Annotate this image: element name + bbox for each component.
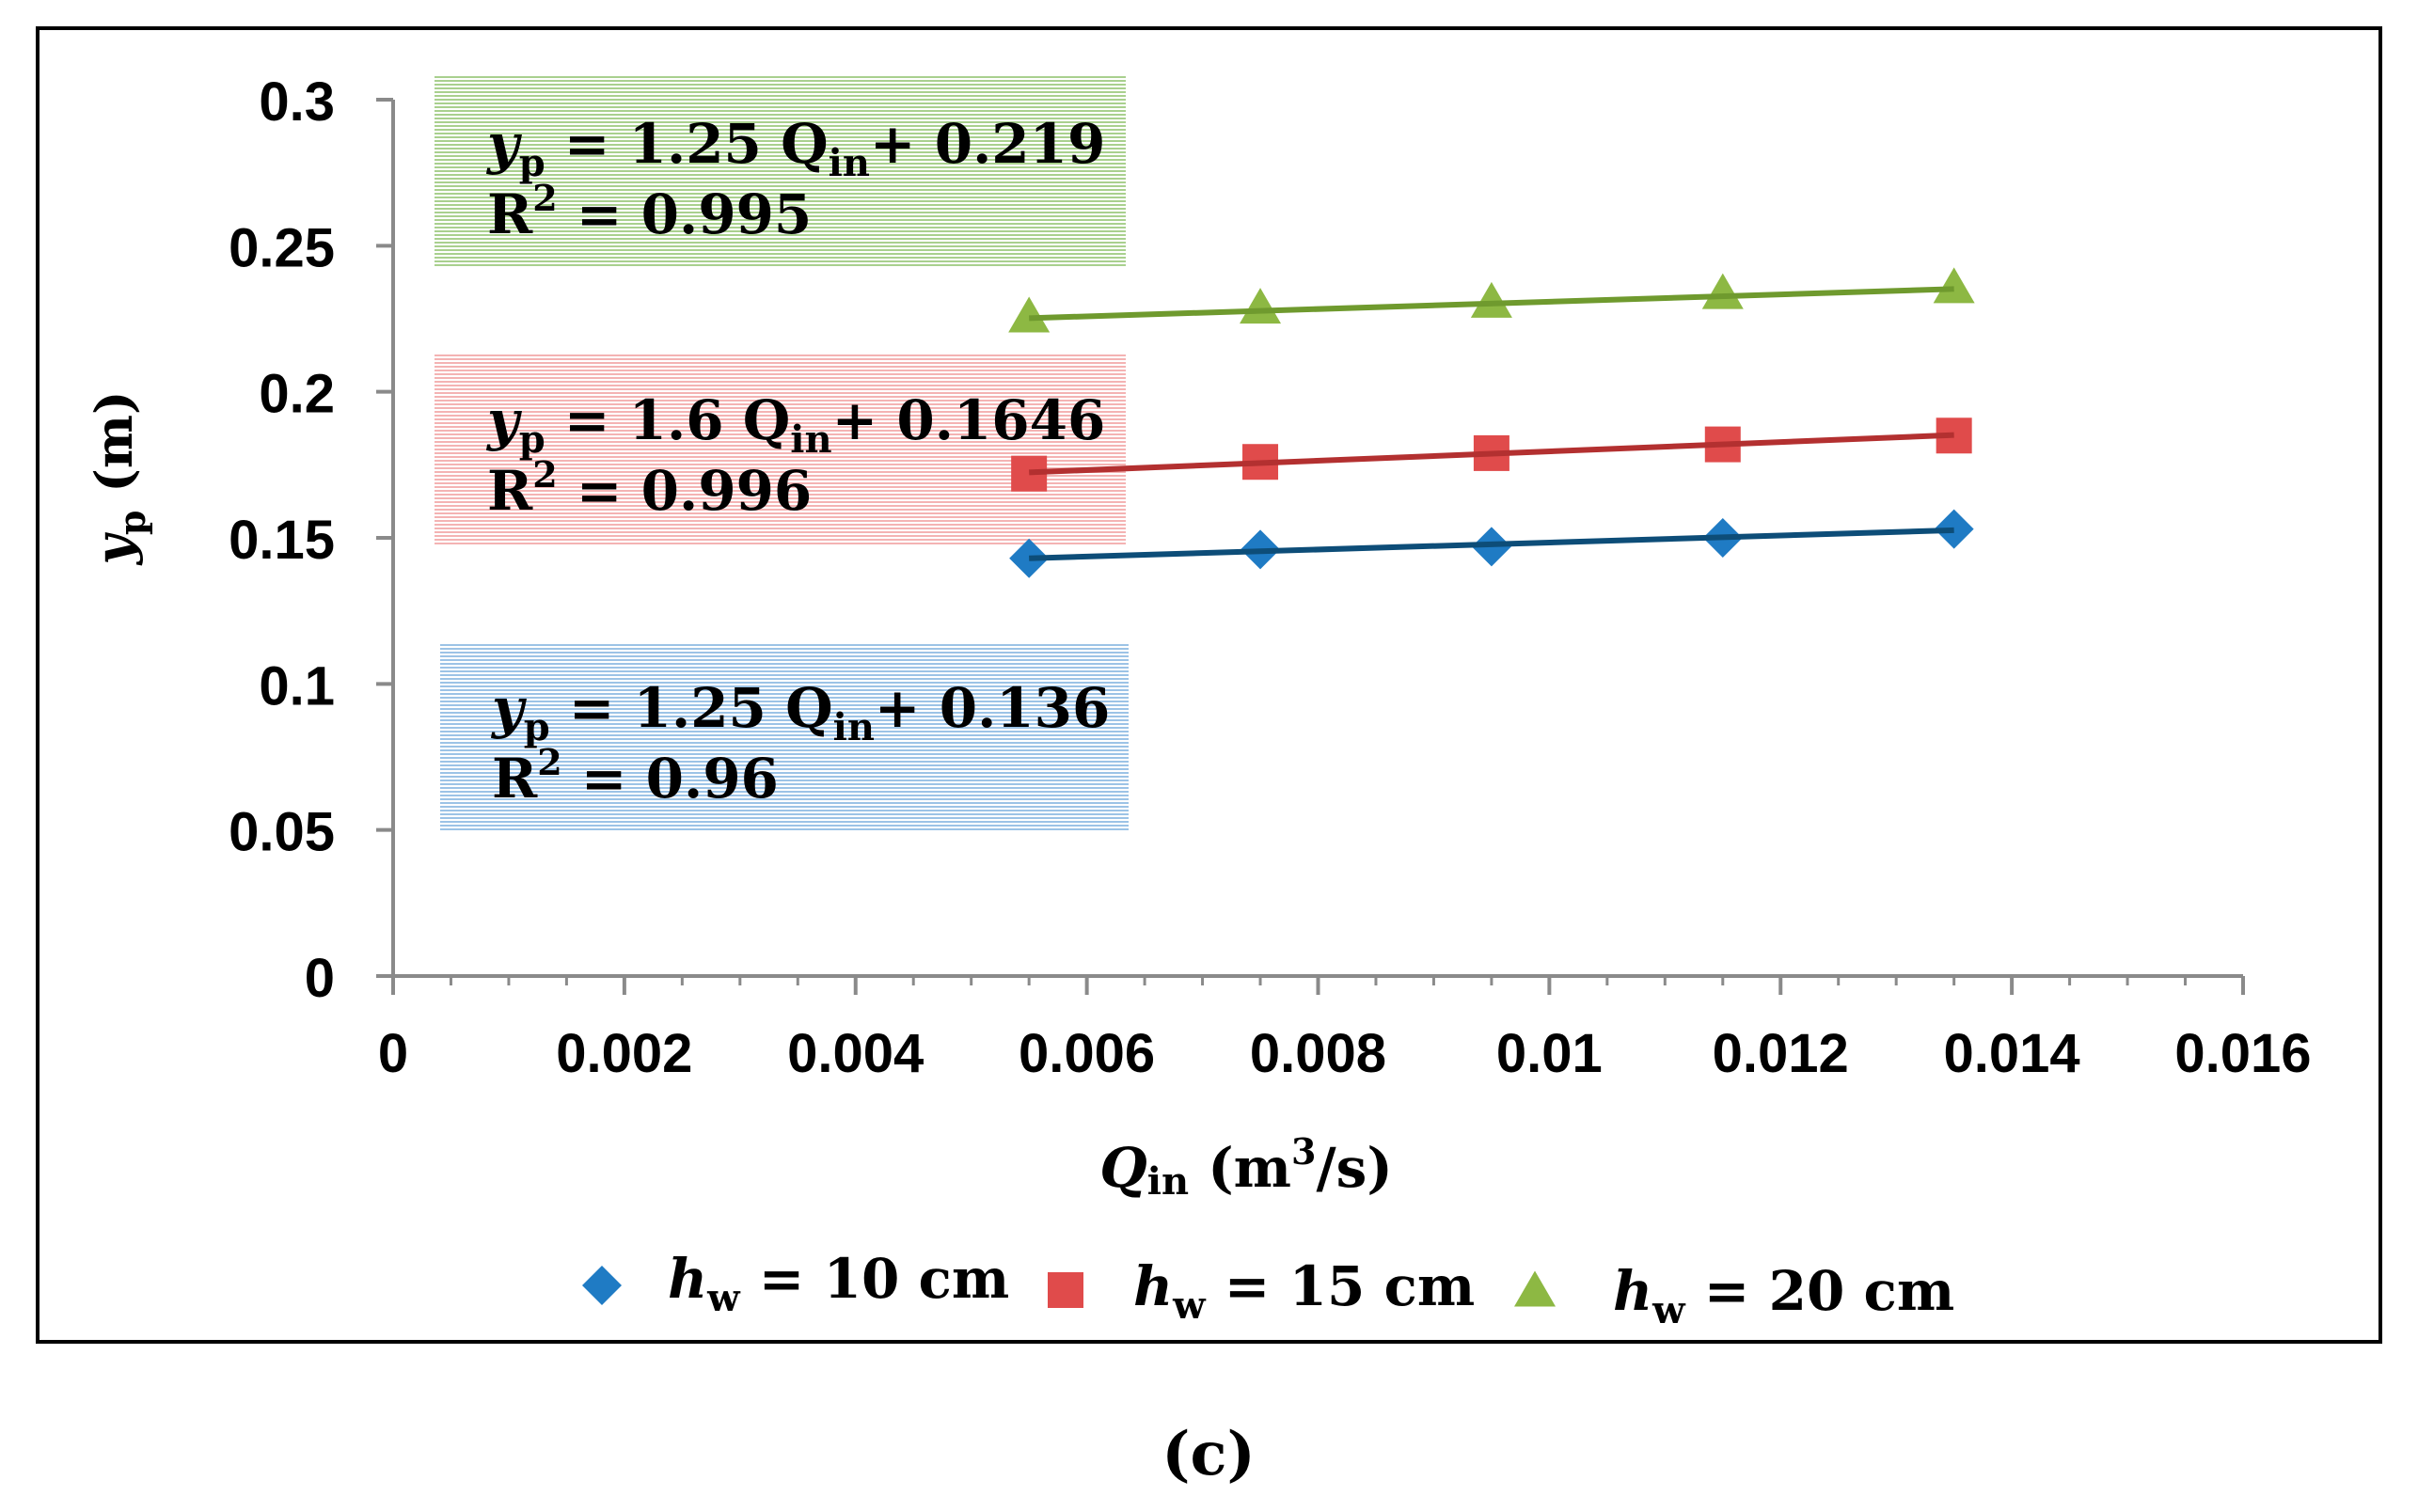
x-axis-label-main: Q: [1099, 1136, 1147, 1200]
equation-box-hw15: [435, 353, 1126, 545]
x-tick-label: 0.012: [1713, 1023, 1849, 1084]
eq-hw15-qsub: in: [790, 417, 831, 462]
x-tick-label: 0.004: [787, 1023, 924, 1084]
y-tick-label: 0.05: [229, 802, 335, 863]
y-axis-label: yp (m): [84, 390, 153, 565]
equation-hw10: yp = 1.25 Qin+ 0.136 R2 = 0.96: [490, 676, 1110, 811]
eq-hw10-rsup: 2: [537, 741, 561, 783]
svg-text:yp = 1.25 Qin+ 0.136: yp = 1.25 Qin+ 0.136: [490, 676, 1110, 749]
x-tick-label: 0.002: [556, 1023, 692, 1084]
chart-frame: [36, 26, 2382, 1344]
eq-hw20-r: R: [487, 182, 533, 246]
y-tick-label: 0.25: [229, 217, 335, 278]
series-triangle: [1008, 267, 1975, 333]
axes: 0 0.05 0.1 0.15 0.2 0.25 0.3 0 0.002 0.004 0.006 0.…: [229, 71, 2311, 1084]
y-tick-label: 0.3: [259, 71, 335, 133]
plot-area: [1008, 267, 1975, 578]
y-axis-label-unit: (m): [84, 390, 144, 510]
eq-hw20-qsub: in: [829, 141, 870, 185]
y-tick-label: 0.2: [259, 364, 335, 425]
legend-hw15-rest: = 15 cm: [1206, 1254, 1476, 1318]
svg-text:R2 = 0.96: R2 = 0.96: [492, 741, 779, 811]
x-tick-label: 0.016: [2174, 1023, 2311, 1084]
data-point-diamond: [1934, 509, 1974, 549]
eq-hw15-rrest: = 0.996: [558, 459, 813, 523]
x-axis-label-sup: 3: [1291, 1130, 1316, 1173]
data-point-triangle: [1240, 288, 1282, 324]
eq-hw15-mid: = 1.6 Q: [545, 388, 791, 452]
eq-hw10-ysub: p: [524, 705, 550, 749]
eq-hw10-rrest: = 0.96: [562, 747, 779, 811]
x-axis-label-sub: in: [1147, 1159, 1189, 1204]
eq-hw20-ysub: p: [519, 141, 545, 185]
eq-hw10-y: y: [490, 676, 528, 740]
svg-text:yp = 1.6 Qin+ 0.1646: yp = 1.6 Qin+ 0.1646: [485, 388, 1105, 462]
x-tick-label: 0.008: [1250, 1023, 1386, 1084]
data-point-triangle: [1470, 281, 1512, 318]
y-tick-label: 0.15: [229, 510, 335, 571]
legend-hw15-sub: w: [1172, 1284, 1207, 1328]
legend-label-hw15: hw = 15 cm: [1133, 1254, 1475, 1328]
trend-line: [1029, 527, 1954, 561]
svg-text:R2 = 0.996: R2 = 0.996: [487, 453, 812, 523]
x-axis-label-close: /s): [1317, 1136, 1393, 1200]
y-axis-label-main: y: [84, 532, 144, 566]
legend-hw10-main: h: [668, 1247, 707, 1311]
data-point-triangle: [1933, 267, 1975, 304]
legend-label-hw10: hw = 10 cm: [668, 1247, 1009, 1320]
panel-label: (c): [1162, 1419, 1256, 1489]
legend-hw20-rest: = 20 cm: [1685, 1259, 1955, 1323]
legend-hw20-sub: w: [1652, 1288, 1686, 1332]
legend-hw15-main: h: [1133, 1254, 1173, 1318]
legend-marker-triangle: [1514, 1270, 1556, 1307]
eq-hw10-end: + 0.136: [875, 676, 1110, 740]
legend-marker-diamond: [582, 1266, 622, 1305]
eq-hw15-rsup: 2: [532, 453, 557, 496]
svg-text:R2 = 0.995: R2 = 0.995: [487, 177, 812, 246]
eq-hw20-rsup: 2: [532, 177, 557, 219]
y-tick-label: 0.1: [259, 655, 335, 717]
legend-label-hw20: hw = 20 cm: [1613, 1259, 1954, 1332]
legend-hw20-main: h: [1613, 1259, 1652, 1323]
legend-marker-square: [1048, 1272, 1083, 1308]
equation-hw15: yp = 1.6 Qin+ 0.1646 R2 = 0.996: [485, 388, 1105, 523]
legend-hw10-rest: = 10 cm: [740, 1247, 1010, 1311]
svg-text:yp = 1.25 Qin+ 0.219: yp = 1.25 Qin+ 0.219: [485, 112, 1105, 185]
eq-hw20-y: y: [485, 112, 523, 176]
eq-hw20-rrest: = 0.995: [558, 182, 813, 246]
series-diamond: [1009, 509, 1974, 578]
y-tick-label: 0: [305, 948, 335, 1009]
x-tick-label: 0: [378, 1023, 408, 1084]
equation-hw20: yp = 1.25 Qin+ 0.219 R2 = 0.995: [485, 112, 1105, 246]
x-tick-label: 0.014: [1944, 1023, 2080, 1084]
x-tick-label: 0.006: [1019, 1023, 1155, 1084]
x-tick-label: 0.01: [1496, 1023, 1603, 1084]
eq-hw15-ysub: p: [519, 417, 545, 462]
series-square: [1011, 417, 1972, 492]
trend-line: [1029, 432, 1954, 476]
equation-box-group: [435, 75, 1129, 832]
trend-line: [1029, 286, 1954, 322]
y-axis-label-sub: p: [111, 511, 153, 536]
x-axis-label-open: (m: [1189, 1136, 1291, 1200]
equation-box-hw20: [435, 75, 1126, 268]
data-point-triangle: [1701, 273, 1744, 309]
legend-markers: [582, 1266, 1556, 1308]
x-axis-label: Qin (m3/s): [1099, 1130, 1393, 1204]
eq-hw15-y: y: [485, 388, 523, 452]
data-point-triangle: [1008, 296, 1051, 333]
eq-hw10-mid: = 1.25 Q: [550, 676, 833, 740]
eq-hw15-r: R: [487, 459, 533, 523]
legend: hw = 10 cm hw = 15 cm hw = 20 cm: [582, 1247, 1954, 1332]
eq-hw15-end: + 0.1646: [832, 388, 1106, 452]
eq-hw10-r: R: [492, 747, 538, 811]
equation-box-hw10: [440, 644, 1129, 832]
eq-hw20-mid: = 1.25 Q: [545, 112, 829, 176]
eq-hw10-qsub: in: [833, 705, 875, 749]
eq-hw20-end: + 0.219: [870, 112, 1105, 176]
legend-hw10-sub: w: [706, 1276, 741, 1320]
